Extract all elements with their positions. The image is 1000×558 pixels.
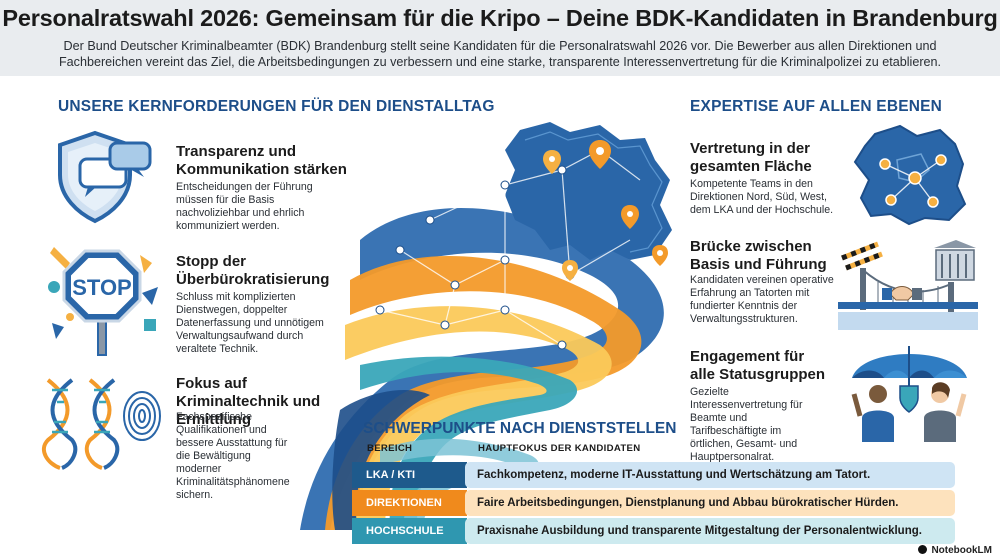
expertise-3-text: Gezielte Interessenvertretung für Beamte… [690,386,803,463]
expertise-2-text: Kandidaten vereinen operative Erfahrung … [690,274,834,325]
page-title: Personalratswahl 2026: Gemeinsam für die… [2,5,998,31]
page-subtitle: Der Bund Deutscher Kriminalbeamter (BDK)… [58,39,942,69]
stop-sign-icon: STOP [48,247,158,356]
expertise-2-title: Brücke zwischen Basis und Führung [690,238,827,273]
row-area-direktionen: DIREKTIONEN [352,490,467,516]
expertise-3-title: Engagement für alle Statusgruppen [690,348,826,383]
brand-label: NotebookLM [931,545,992,556]
notebooklm-logo-icon [918,545,928,554]
demand-2-title: Stopp der Überbürokratisierung [176,253,330,288]
dna-fingerprint-icon [41,378,161,470]
shield-speech-bubble-icon [58,130,152,224]
expertise-1-title: Vertretung in der gesamten Fläche [690,140,812,175]
demand-1-title: Transparenz und Kommunikation stärken [176,143,347,178]
table-heading: SCHWERPUNKTE NACH DIENSTSTELLEN [363,420,677,437]
row-area-hochschule: HOCHSCHULE [352,518,467,544]
stop-sign-label: STOP [72,275,132,300]
demand-2-text: Schluss mit komplizierten Dienstwegen, d… [176,291,324,355]
brandenburg-map-icon [853,124,967,226]
row-focus-hochschule: Praxisnahe Ausbildung und transparente M… [465,518,955,544]
demand-1-text: Entscheidungen der Führung müssen für di… [176,181,313,232]
demand-3-title: Fokus auf Kriminaltechnik und Ermittlung [176,375,321,428]
core-demands-heading: UNSERE KERNFORDERUNGEN FÜR DEN DIENSTALL… [58,98,495,115]
table-header-focus: HAUPTFOKUS DER KANDIDATEN [478,443,641,454]
expertise-1-text: Kompetente Teams in den Direktionen Nord… [690,178,834,216]
demand-3-text: Fachspezifische Qualifikationen und bess… [176,411,290,501]
header-banner: Personalratswahl 2026: Gemeinsam für die… [0,0,1000,76]
row-focus-direktionen: Faire Arbeitsbedingungen, Dienstplanung … [465,490,955,516]
expertise-heading: EXPERTISE AUF ALLEN EBENEN [690,98,943,115]
table-header-area: BEREICH [367,443,413,454]
bridge-handshake-icon [838,240,978,330]
umbrella-people-icon [851,346,967,442]
notebooklm-watermark: NotebookLM [918,545,992,556]
row-focus-lka: Fachkompetenz, moderne IT-Ausstattung un… [465,462,955,488]
row-area-lka: LKA / KTI [352,462,467,488]
